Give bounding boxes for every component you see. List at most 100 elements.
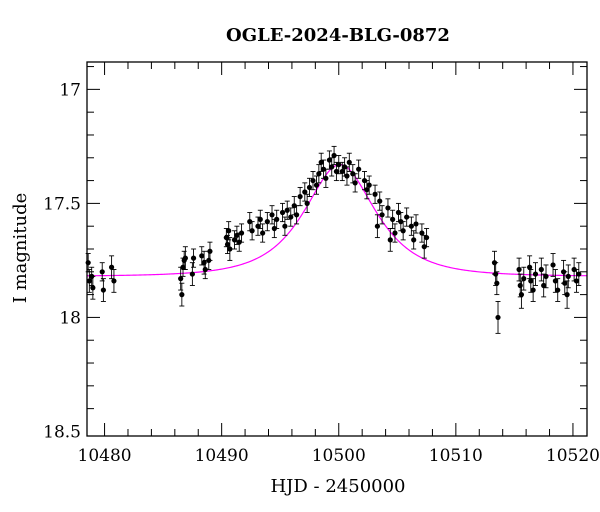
data-point [495,301,501,334]
data-point [346,152,352,172]
data-point-marker [190,255,197,261]
data-point-marker [269,212,275,218]
data-point-marker [326,157,332,163]
data-points [85,145,582,334]
data-point [313,175,320,195]
data-point [178,266,184,291]
data-point [385,198,391,218]
data-point-marker [178,276,184,282]
data-point [532,262,539,286]
data-point-marker [404,214,410,220]
data-point [400,221,406,241]
data-point-marker [392,230,398,236]
data-point-marker [573,278,580,284]
data-point-marker [249,228,255,234]
data-point-marker [532,271,539,277]
data-point [284,200,290,220]
data-point-marker [302,189,308,195]
data-point [189,262,195,286]
data-point [530,278,536,302]
data-point [565,264,571,289]
data-point-marker [288,214,294,220]
data-point [306,177,313,197]
data-point-marker [255,223,261,229]
data-point-marker [400,228,406,234]
data-point-marker [390,216,396,222]
data-point [390,209,396,229]
data-point [550,253,556,277]
data-point [100,278,106,302]
data-point-marker [304,200,310,206]
data-point-marker [224,241,231,248]
x-tick-label: 10510 [429,446,483,466]
data-point [419,223,425,243]
data-point [329,157,335,177]
data-point [310,171,316,191]
data-point-marker [527,264,533,270]
data-point [366,175,372,195]
data-point [413,214,419,234]
data-point-marker [366,182,372,188]
data-point-marker [227,246,233,252]
data-point-marker [550,262,556,268]
data-point [224,234,231,255]
data-point-marker [336,162,342,168]
data-point [90,275,96,300]
data-point [111,269,117,293]
data-point [294,205,300,225]
data-point-marker [565,273,571,279]
data-point-marker [387,237,393,243]
data-point [377,191,383,211]
data-point [238,223,245,243]
data-point-marker [385,205,391,211]
data-point [541,273,547,298]
data-point-marker [199,253,205,259]
data-point-marker [231,237,238,243]
data-point-marker [374,223,380,229]
data-point [182,246,188,270]
data-point [179,282,185,307]
data-point-marker [339,168,345,175]
data-point-marker [538,266,544,273]
data-point-marker [108,264,115,270]
data-point [538,257,544,282]
data-point [249,221,255,241]
data-point [339,161,345,182]
data-point [516,257,522,282]
data-point-marker [413,221,419,227]
data-point-marker [99,269,105,275]
data-point-marker [516,266,522,273]
data-point [297,186,303,207]
data-point-marker [543,273,549,279]
data-point-marker [562,280,568,286]
data-point [404,207,410,227]
data-point-marker [179,292,185,298]
data-point [226,221,232,241]
data-point-marker [234,232,240,238]
data-point [521,266,527,291]
data-point-marker [423,234,430,241]
y-tick-label: 17.5 [43,194,81,214]
data-point [352,173,358,193]
data-point [411,230,417,250]
data-point-marker [238,230,245,236]
tick-labels: 10480 10490 10500 10510 10520 17 17.5 18 18.5 [43,80,600,466]
x-tick-label: 10480 [78,446,132,466]
y-tick-label: 17 [59,80,81,100]
data-point-marker [419,230,425,236]
data-point [86,269,92,293]
data-point [372,184,378,204]
data-point [323,168,329,188]
data-point [264,212,270,232]
data-point [494,271,500,296]
data-point-marker [282,223,288,229]
data-point-marker [576,271,582,277]
data-point-marker [257,216,263,222]
data-point-marker [318,159,324,165]
data-point [99,262,105,282]
data-point [408,216,414,236]
data-point [260,223,266,243]
data-point [344,166,350,186]
data-point [231,230,238,250]
data-point-marker [201,260,207,266]
